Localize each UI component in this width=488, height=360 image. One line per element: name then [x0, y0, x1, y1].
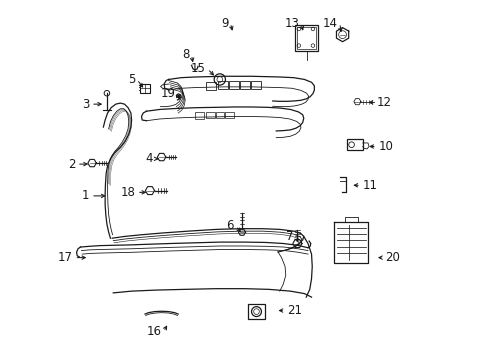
Text: 21: 21: [286, 304, 301, 317]
Bar: [295, 26, 318, 51]
Text: 12: 12: [376, 96, 391, 109]
Bar: [250, 81, 260, 89]
Bar: [247, 304, 264, 319]
Text: 7: 7: [286, 230, 293, 243]
Text: 15: 15: [190, 62, 205, 75]
Bar: [225, 112, 234, 118]
Text: 5: 5: [127, 73, 135, 86]
Text: 13: 13: [284, 17, 299, 30]
Text: 17: 17: [58, 251, 73, 264]
Text: 16: 16: [146, 325, 161, 338]
Text: 20: 20: [385, 251, 400, 264]
Text: 10: 10: [378, 140, 393, 153]
Text: 2: 2: [67, 158, 75, 171]
Text: 3: 3: [81, 98, 89, 111]
Bar: [346, 139, 362, 150]
Bar: [228, 81, 238, 89]
Bar: [205, 112, 214, 118]
Text: 14: 14: [323, 17, 337, 30]
Bar: [218, 81, 227, 89]
Bar: [205, 82, 216, 90]
Bar: [215, 112, 224, 118]
Bar: [240, 81, 249, 89]
Bar: [296, 27, 316, 49]
Text: 9: 9: [221, 17, 228, 30]
Text: 8: 8: [182, 48, 189, 61]
Text: 1: 1: [81, 189, 89, 202]
Text: 6: 6: [226, 219, 233, 232]
Bar: [195, 112, 203, 118]
Text: 11: 11: [362, 179, 377, 192]
Text: 19: 19: [161, 87, 175, 100]
Text: 18: 18: [120, 186, 135, 199]
Bar: [140, 84, 149, 93]
Text: 4: 4: [145, 152, 152, 165]
